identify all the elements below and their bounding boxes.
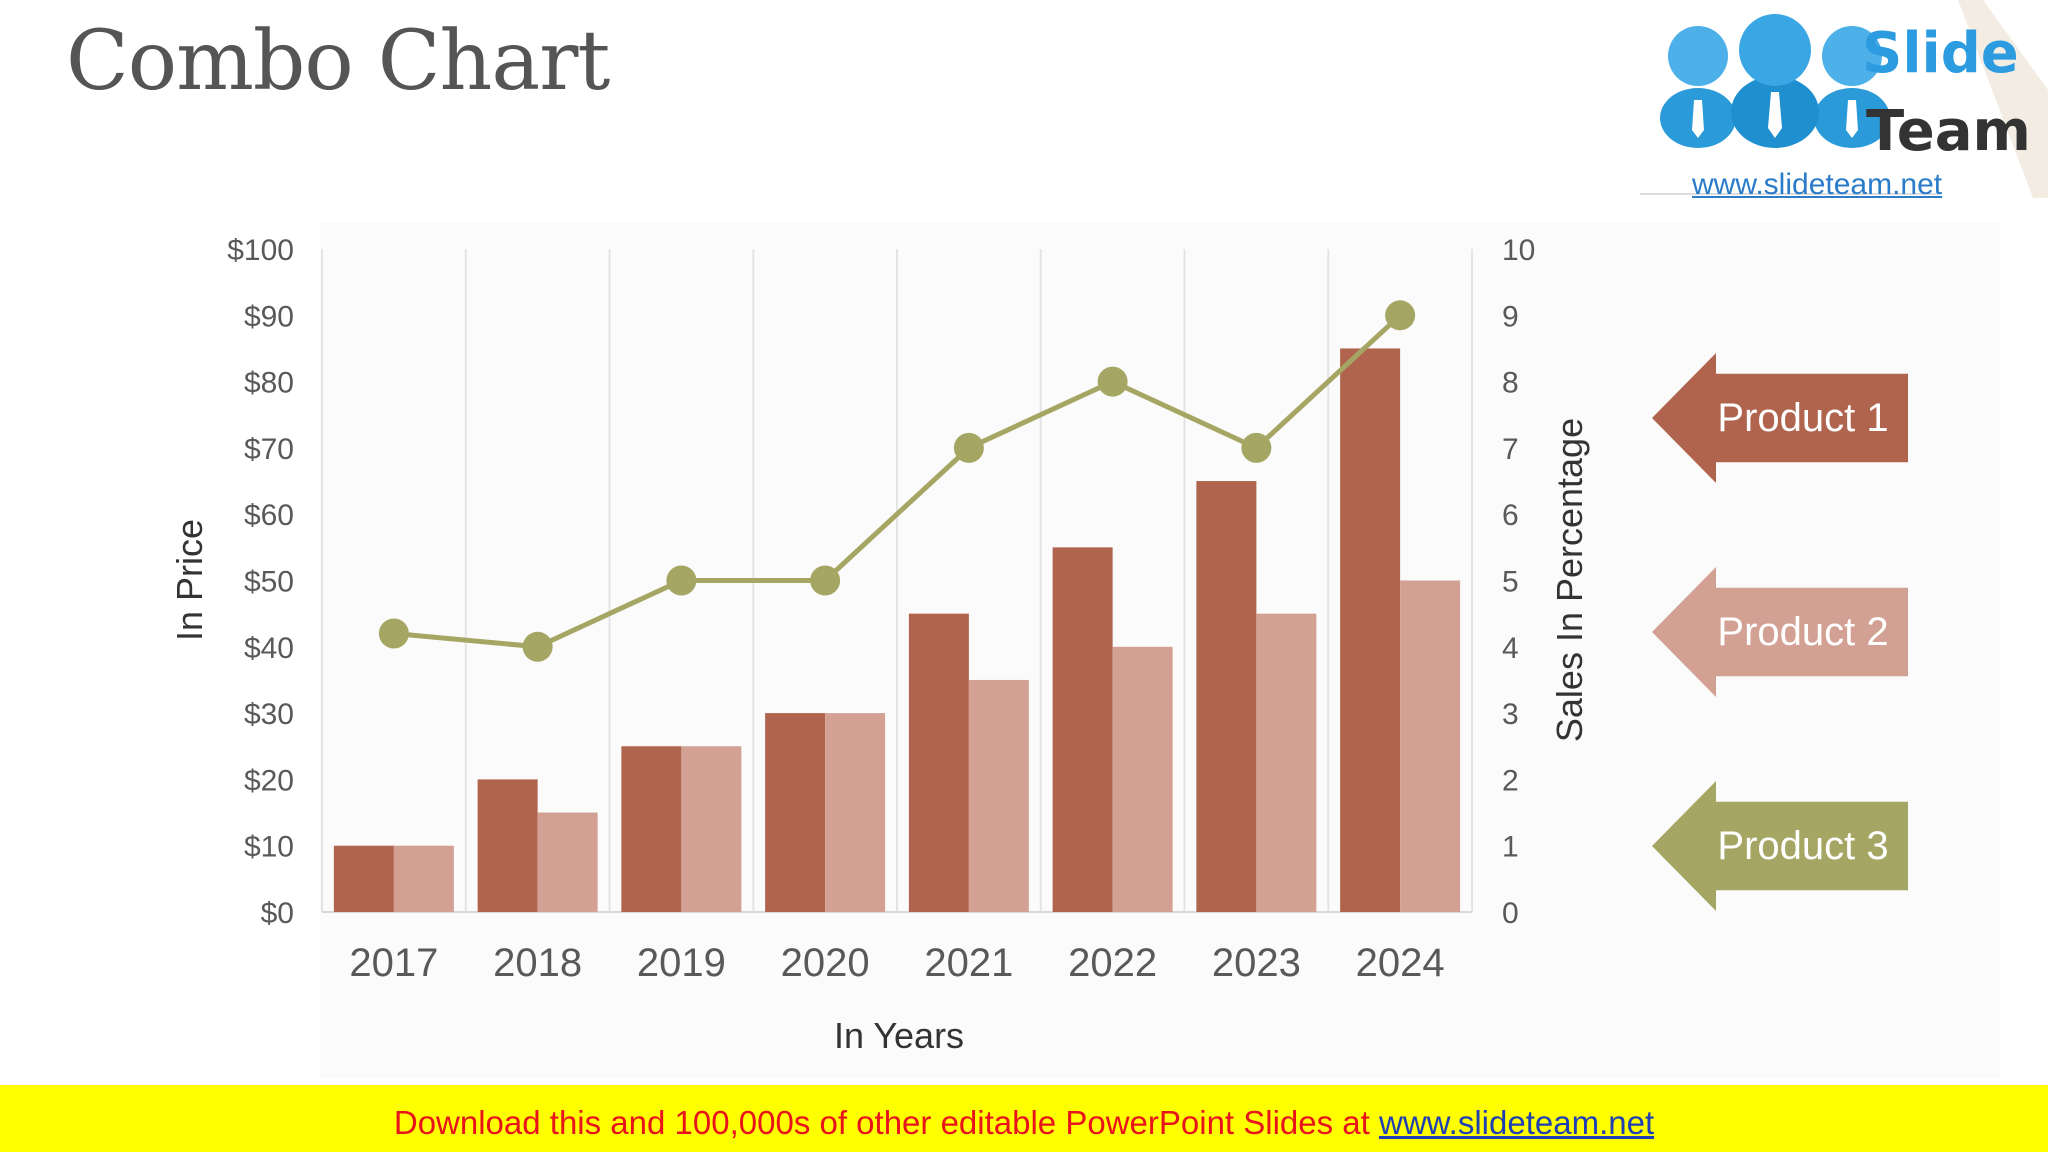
banner-text: Download this and 100,000s of other edit… [393,1104,1370,1141]
bar-product-2-2021 [968,679,1029,912]
slideteam-logo[interactable]: Slide Team www.slideteam.net [1638,0,2048,201]
point-product-3-2019 [666,565,697,596]
x-tick-label: 2018 [493,941,582,985]
bar-product-2-2018 [537,812,598,912]
legend-product-3: Product 3 [1652,781,1908,911]
x-tick-label: 2021 [924,941,1013,985]
bar-product-2-2024 [1400,580,1461,912]
legend-product-2: Product 2 [1652,567,1908,697]
x-axis-title: In Years [834,1015,964,1056]
banner-link[interactable]: www.slideteam.net [1379,1104,1655,1141]
y2-tick-label: 4 [1502,632,1519,665]
x-tick-label: 2022 [1068,941,1157,985]
y-tick-label: $40 [244,632,294,665]
bar-product-1-2024 [1340,348,1401,912]
people-icon [1660,14,1890,148]
legend-product-1: Product 1 [1652,353,1908,483]
y-tick-label: $90 [244,300,294,333]
bar-product-1-2022 [1052,547,1113,912]
logo-word-slide: Slide [1862,21,2019,86]
y-tick-label: $0 [261,897,294,930]
point-product-3-2022 [1097,366,1128,397]
point-product-3-2018 [522,631,553,662]
bar-product-1-2019 [621,746,682,912]
bar-product-1-2018 [477,779,538,912]
y-tick-label: $50 [244,566,294,599]
bar-product-2-2017 [393,845,454,912]
x-tick-label: 2019 [637,941,726,985]
y2-tick-label: 9 [1502,300,1519,333]
slide-title: Combo Chart [66,14,610,109]
logo-graphic: Slide Team www.slideteam.net [1640,0,2048,201]
y-tick-label: $20 [244,764,294,797]
y-tick-label: $100 [227,234,294,267]
y2-tick-label: 10 [1502,234,1535,267]
point-product-3-2017 [378,618,409,649]
y-tick-label: $70 [244,433,294,466]
y-axis-title: In Price [169,519,210,641]
line-product-3 [393,313,1402,650]
x-tick-label: 2024 [1356,941,1445,985]
bar-product-1-2023 [1196,481,1257,912]
bar-product-1-2021 [908,613,969,912]
bar-product-2-2019 [681,746,742,912]
download-banner: Download this and 100,000s of other edit… [0,1085,2048,1152]
y2-tick-label: 5 [1502,566,1519,599]
bar-product-1-2020 [765,713,826,912]
x-tick-label: 2017 [349,941,438,985]
y2-tick-label: 3 [1502,698,1519,731]
bar-product-2-2022 [1112,646,1173,912]
legend-product-2-label: Product 2 [1717,610,1889,654]
legend-product-1-label: Product 1 [1717,396,1889,440]
y2-tick-label: 6 [1502,499,1519,532]
y2-tick-label: 2 [1502,764,1519,797]
point-product-3-2020 [810,565,841,596]
legend-product-3-label: Product 3 [1717,824,1889,868]
x-tick-label: 2020 [781,941,870,985]
y2-tick-label: 1 [1502,831,1519,864]
bar-product-2-2020 [825,713,886,912]
logo-url[interactable]: www.slideteam.net [1691,168,1943,201]
y2-tick-label: 7 [1502,433,1519,466]
y-tick-label: $60 [244,499,294,532]
y-tick-label: $30 [244,698,294,731]
bar-product-2-2023 [1256,613,1317,912]
y2-tick-label: 0 [1502,897,1519,930]
point-product-3-2024 [1385,300,1416,331]
point-product-3-2023 [1241,432,1272,463]
y-tick-label: $80 [244,367,294,400]
y2-tick-label: 8 [1502,367,1519,400]
logo-word-team: Team [1866,99,2031,164]
y2-axis-title: Sales In Percentage [1549,418,1590,742]
point-product-3-2021 [953,432,984,463]
bar-product-1-2017 [333,845,394,912]
x-tick-label: 2023 [1212,941,1301,985]
y-tick-label: $10 [244,831,294,864]
